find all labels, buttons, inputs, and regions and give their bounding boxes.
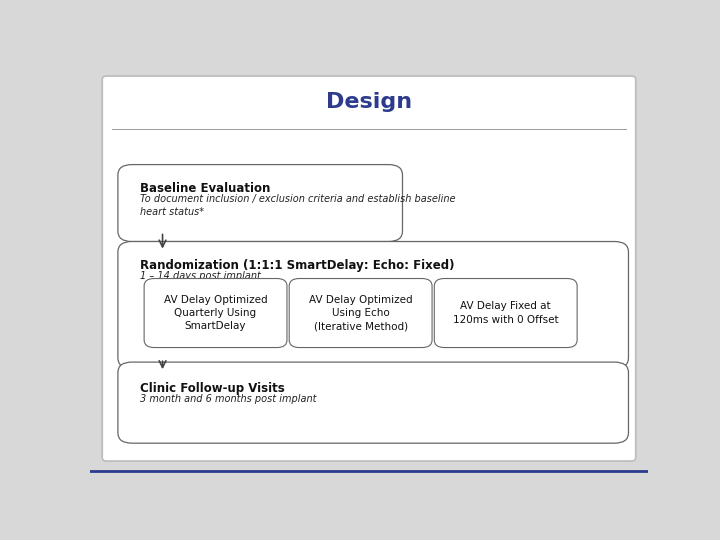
FancyBboxPatch shape (434, 279, 577, 348)
Text: AV Delay Fixed at
120ms with 0 Offset: AV Delay Fixed at 120ms with 0 Offset (453, 301, 559, 325)
Text: Design: Design (326, 92, 412, 112)
FancyBboxPatch shape (102, 76, 636, 461)
Text: Randomization (1:1:1 SmartDelay: Echo: Fixed): Randomization (1:1:1 SmartDelay: Echo: F… (140, 259, 454, 272)
FancyBboxPatch shape (289, 279, 432, 348)
FancyBboxPatch shape (118, 362, 629, 443)
Text: AV Delay Optimized
Using Echo
(Iterative Method): AV Delay Optimized Using Echo (Iterative… (309, 295, 413, 331)
FancyBboxPatch shape (118, 241, 629, 368)
FancyBboxPatch shape (118, 165, 402, 241)
FancyBboxPatch shape (144, 279, 287, 348)
Text: Baseline Evaluation: Baseline Evaluation (140, 183, 270, 195)
Text: 1 – 14 days post implant: 1 – 14 days post implant (140, 271, 261, 281)
Text: Clinic Follow-up Visits: Clinic Follow-up Visits (140, 382, 284, 395)
Text: 3 month and 6 months post implant: 3 month and 6 months post implant (140, 394, 316, 404)
Text: To document inclusion / exclusion criteria and establish baseline
heart status*: To document inclusion / exclusion criter… (140, 194, 455, 217)
Text: AV Delay Optimized
Quarterly Using
SmartDelay: AV Delay Optimized Quarterly Using Smart… (163, 295, 267, 331)
